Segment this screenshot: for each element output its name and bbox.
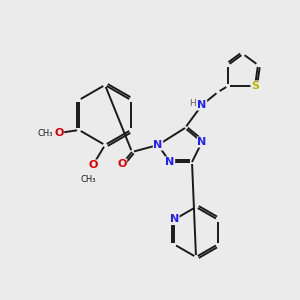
- Text: O: O: [88, 160, 98, 170]
- Text: N: N: [165, 157, 175, 167]
- Text: O: O: [54, 128, 64, 138]
- Text: H: H: [189, 98, 195, 107]
- Text: N: N: [170, 214, 179, 224]
- Text: N: N: [197, 100, 207, 110]
- Text: N: N: [197, 137, 207, 147]
- Text: N: N: [153, 140, 163, 150]
- Text: CH₃: CH₃: [37, 128, 53, 137]
- Text: CH₃: CH₃: [80, 175, 96, 184]
- Text: S: S: [251, 81, 259, 91]
- Text: O: O: [117, 159, 127, 169]
